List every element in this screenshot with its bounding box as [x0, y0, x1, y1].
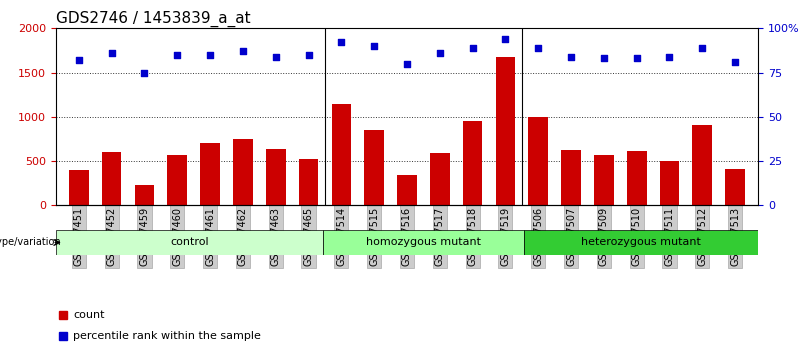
Text: percentile rank within the sample: percentile rank within the sample [73, 331, 261, 341]
Text: GDS2746 / 1453839_a_at: GDS2746 / 1453839_a_at [56, 11, 251, 27]
Bar [266, 149, 286, 205]
Bar [69, 170, 89, 205]
Bar [725, 169, 745, 205]
Bar [102, 152, 121, 205]
Bar [693, 125, 712, 205]
Bar [298, 159, 318, 205]
Point [105, 50, 118, 56]
Bar [430, 153, 449, 205]
FancyBboxPatch shape [524, 230, 758, 255]
Point [729, 59, 741, 65]
Text: homozygous mutant: homozygous mutant [366, 238, 481, 247]
Bar [135, 185, 154, 205]
Point [598, 56, 610, 61]
Point [236, 48, 249, 54]
Point [630, 56, 643, 61]
Bar [594, 155, 614, 205]
Point [696, 45, 709, 51]
Bar [365, 130, 384, 205]
Bar [528, 117, 548, 205]
Bar [496, 57, 516, 205]
Bar [627, 151, 646, 205]
Point [171, 52, 184, 58]
Point [565, 54, 578, 59]
Point [335, 40, 348, 45]
Bar [331, 104, 351, 205]
Bar [200, 143, 220, 205]
Point [203, 52, 216, 58]
Bar [397, 175, 417, 205]
Bar [168, 155, 187, 205]
Bar [463, 121, 483, 205]
Point [138, 70, 151, 75]
Point [466, 45, 479, 51]
Text: control: control [170, 238, 209, 247]
Text: heterozygous mutant: heterozygous mutant [581, 238, 701, 247]
FancyBboxPatch shape [323, 230, 524, 255]
Bar [660, 161, 679, 205]
Bar [561, 149, 581, 205]
FancyBboxPatch shape [56, 230, 323, 255]
Point [531, 45, 544, 51]
Text: count: count [73, 310, 105, 320]
Point [499, 36, 512, 42]
Point [302, 52, 315, 58]
Point [433, 50, 446, 56]
Point [401, 61, 413, 67]
Text: genotype/variation: genotype/variation [0, 238, 61, 247]
Bar [233, 139, 253, 205]
Point [368, 43, 381, 49]
Point [73, 57, 85, 63]
Point [663, 54, 676, 59]
Point [270, 54, 282, 59]
